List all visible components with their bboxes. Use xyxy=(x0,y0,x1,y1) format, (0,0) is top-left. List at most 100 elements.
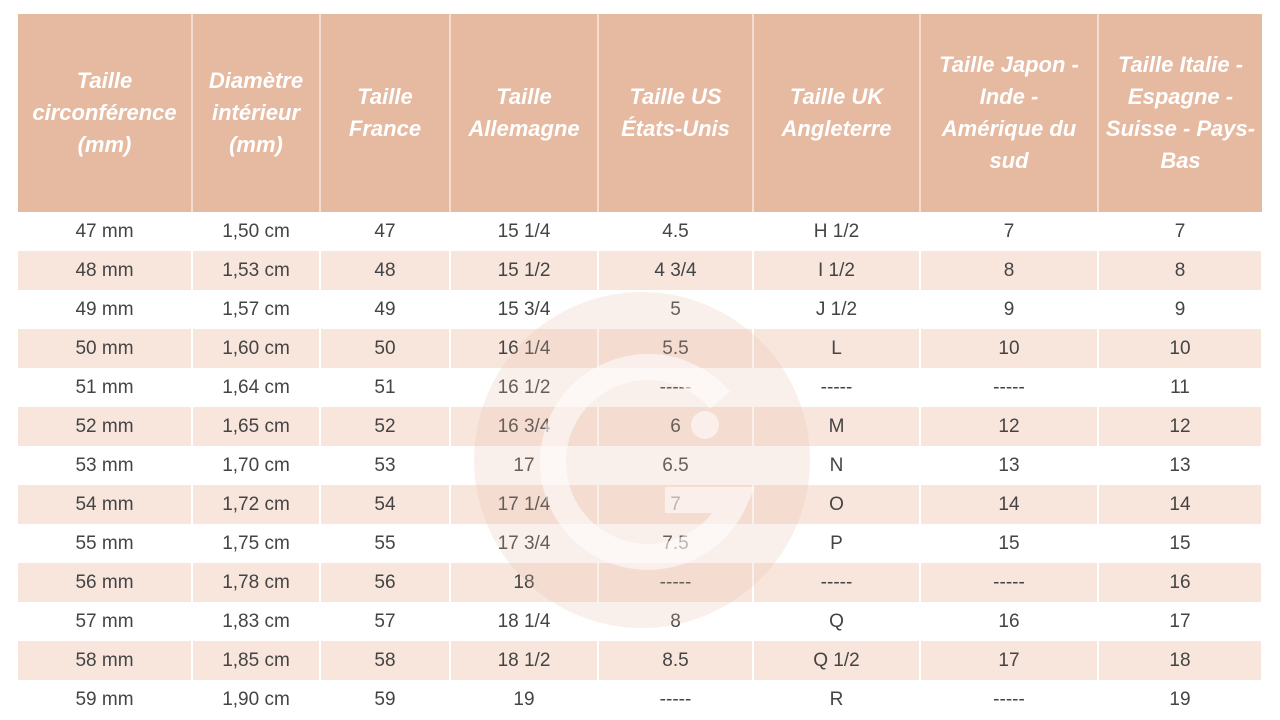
table-cell: 14 xyxy=(1098,485,1263,524)
table-row: 57 mm 1,83 cm 57 18 1/4 8 Q 16 17 xyxy=(18,602,1263,641)
table-row: 54 mm 1,72 cm 54 17 1/4 7 O 14 14 xyxy=(18,485,1263,524)
table-cell: 1,60 cm xyxy=(192,329,321,368)
table-cell: 5.5 xyxy=(598,329,754,368)
table-cell: R xyxy=(753,680,921,719)
table-cell: 57 mm xyxy=(18,602,193,641)
table-cell: 7.5 xyxy=(598,524,754,563)
table-cell: 16 xyxy=(1098,563,1263,602)
table-cell: J 1/2 xyxy=(753,290,921,329)
table-cell: 1,57 cm xyxy=(192,290,321,329)
table-cell: 1,83 cm xyxy=(192,602,321,641)
table-cell: 16 xyxy=(920,602,1099,641)
table-cell: 8.5 xyxy=(598,641,754,680)
table-cell: 19 xyxy=(450,680,599,719)
table-cell: 1,53 cm xyxy=(192,251,321,290)
table-cell: 47 xyxy=(320,212,451,251)
table-cell: 48 mm xyxy=(18,251,193,290)
table-cell: 10 xyxy=(1098,329,1263,368)
table-cell: 1,72 cm xyxy=(192,485,321,524)
table-cell: ----- xyxy=(753,563,921,602)
table-cell: M xyxy=(753,407,921,446)
table-row: 53 mm 1,70 cm 53 17 6.5 N 13 13 xyxy=(18,446,1263,485)
column-header: Taille Japon - Inde - Amérique du sud xyxy=(920,14,1099,212)
table-cell: 12 xyxy=(920,407,1099,446)
table-cell: 18 1/2 xyxy=(450,641,599,680)
table-cell: ----- xyxy=(598,368,754,407)
table-cell: 58 xyxy=(320,641,451,680)
table-cell: H 1/2 xyxy=(753,212,921,251)
table-cell: 4 3/4 xyxy=(598,251,754,290)
table-row: 59 mm 1,90 cm 59 19 ----- R ----- 19 xyxy=(18,680,1263,719)
table-cell: 48 xyxy=(320,251,451,290)
table-cell: 5 xyxy=(598,290,754,329)
table-cell: 17 xyxy=(450,446,599,485)
table-row: 48 mm 1,53 cm 48 15 1/2 4 3/4 I 1/2 8 8 xyxy=(18,251,1263,290)
table-cell: 7 xyxy=(920,212,1099,251)
table-cell: 15 3/4 xyxy=(450,290,599,329)
table-cell: 53 xyxy=(320,446,451,485)
table-cell: 16 3/4 xyxy=(450,407,599,446)
table-cell: 16 1/4 xyxy=(450,329,599,368)
header-row: Taille circonférence (mm) Diamètre intéri… xyxy=(18,14,1262,212)
table-cell: 1,90 cm xyxy=(192,680,321,719)
table-cell: 15 1/2 xyxy=(450,251,599,290)
table-cell: 4.5 xyxy=(598,212,754,251)
column-header: Diamètre intérieur (mm) xyxy=(192,14,321,212)
table-row: 52 mm 1,65 cm 52 16 3/4 6 M 12 12 xyxy=(18,407,1263,446)
table-cell: 19 xyxy=(1098,680,1263,719)
table-cell: 1,64 cm xyxy=(192,368,321,407)
table-cell: Q xyxy=(753,602,921,641)
table-cell: ----- xyxy=(598,680,754,719)
table-cell: 50 xyxy=(320,329,451,368)
table-cell: 51 xyxy=(320,368,451,407)
table-cell: 17 3/4 xyxy=(450,524,599,563)
table-cell: 56 mm xyxy=(18,563,193,602)
table-cell: 18 xyxy=(450,563,599,602)
table-cell: I 1/2 xyxy=(753,251,921,290)
table-cell: 57 xyxy=(320,602,451,641)
table-row: 47 mm 1,50 cm 47 15 1/4 4.5 H 1/2 7 7 xyxy=(18,212,1263,251)
table-row: 55 mm 1,75 cm 55 17 3/4 7.5 P 15 15 xyxy=(18,524,1263,563)
table-row: 58 mm 1,85 cm 58 18 1/2 8.5 Q 1/2 17 18 xyxy=(18,641,1263,680)
table-cell: 8 xyxy=(1098,251,1263,290)
column-header: Taille Italie - Espagne - Suisse - Pays-… xyxy=(1098,14,1262,212)
table-cell: 7 xyxy=(1098,212,1263,251)
table-cell: 50 mm xyxy=(18,329,193,368)
table-cell: 8 xyxy=(920,251,1099,290)
table-cell: 54 xyxy=(320,485,451,524)
table-cell: 15 xyxy=(920,524,1099,563)
table-cell: 13 xyxy=(920,446,1099,485)
table-cell: 1,70 cm xyxy=(192,446,321,485)
table-cell: 1,75 cm xyxy=(192,524,321,563)
table-cell: N xyxy=(753,446,921,485)
table-cell: 16 1/2 xyxy=(450,368,599,407)
column-header: Taille Allemagne xyxy=(450,14,599,212)
table-row: 50 mm 1,60 cm 50 16 1/4 5.5 L 10 10 xyxy=(18,329,1263,368)
table-cell: 12 xyxy=(1098,407,1263,446)
table-cell: 59 xyxy=(320,680,451,719)
table-body: 47 mm 1,50 cm 47 15 1/4 4.5 H 1/2 7 7 48 mm 1,53 … xyxy=(18,212,1263,719)
table-cell: 51 mm xyxy=(18,368,193,407)
table-cell: 9 xyxy=(1098,290,1263,329)
table-row: 49 mm 1,57 cm 49 15 3/4 5 J 1/2 9 9 xyxy=(18,290,1263,329)
table-cell: P xyxy=(753,524,921,563)
table-cell: 10 xyxy=(920,329,1099,368)
table-cell: ----- xyxy=(753,368,921,407)
table-cell: ----- xyxy=(920,368,1099,407)
table-cell: 15 xyxy=(1098,524,1263,563)
column-header: Taille UK Angleterre xyxy=(753,14,921,212)
table-cell: 18 xyxy=(1098,641,1263,680)
table-row: 56 mm 1,78 cm 56 18 ----- ----- ----- 16 xyxy=(18,563,1263,602)
table-cell: ----- xyxy=(920,563,1099,602)
table-cell: 18 1/4 xyxy=(450,602,599,641)
table-cell: 59 mm xyxy=(18,680,193,719)
table-cell: 52 xyxy=(320,407,451,446)
column-header: Taille circonférence (mm) xyxy=(18,14,193,212)
table-cell: L xyxy=(753,329,921,368)
table-cell: 1,78 cm xyxy=(192,563,321,602)
table-cell: 49 mm xyxy=(18,290,193,329)
table-cell: 6 xyxy=(598,407,754,446)
table-cell: Q 1/2 xyxy=(753,641,921,680)
table-row: 51 mm 1,64 cm 51 16 1/2 ----- ----- ----- 11 xyxy=(18,368,1263,407)
table-cell: 8 xyxy=(598,602,754,641)
